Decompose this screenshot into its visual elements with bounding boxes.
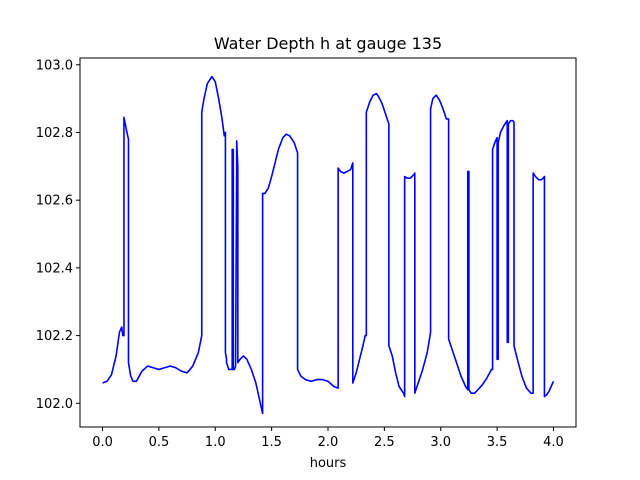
x-axis-label: hours xyxy=(310,456,347,471)
y-tick-label: 102.4 xyxy=(36,261,73,276)
x-tick-label: 3.5 xyxy=(487,435,508,450)
series-line-0 xyxy=(102,75,555,415)
plot-area: 0.0 0.5 1.0 1.5 2.0 2.5 3.0 3.5 4.0 102.0 102.2 102… xyxy=(36,57,577,450)
x-tick-label: 0.5 xyxy=(149,435,170,450)
y-tick-label: 102.8 xyxy=(36,126,73,141)
x-tick-label: 3.0 xyxy=(430,435,451,450)
x-tick-label: 0.0 xyxy=(92,435,113,450)
y-tick-label: 103.0 xyxy=(36,58,73,73)
y-tick-label: 102.6 xyxy=(36,194,73,209)
y-tick-label: 102.2 xyxy=(36,329,73,344)
x-tick-label: 2.0 xyxy=(318,435,339,450)
x-tick-label: 1.5 xyxy=(261,435,282,450)
y-tick-label: 102.0 xyxy=(36,397,73,412)
x-tick-label: 4.0 xyxy=(543,435,564,450)
x-tick-label: 1.0 xyxy=(205,435,226,450)
x-tick-label: 2.5 xyxy=(374,435,395,450)
chart-title: Water Depth h at gauge 135 xyxy=(214,34,442,53)
